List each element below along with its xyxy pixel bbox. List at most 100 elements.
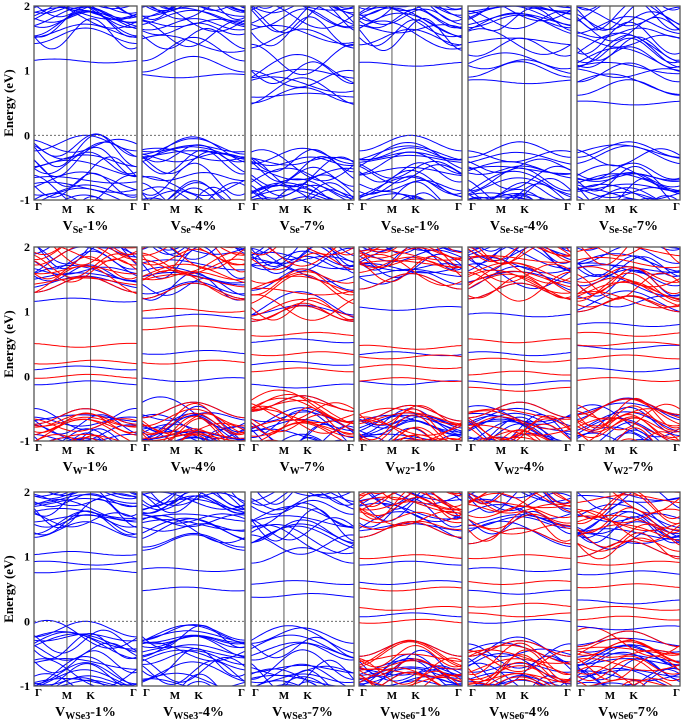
band-line <box>577 68 680 78</box>
band-line <box>171 492 187 494</box>
band-line <box>142 634 245 643</box>
band-line <box>577 431 680 441</box>
band-line <box>359 6 462 38</box>
band-line <box>291 492 335 497</box>
band-line <box>142 182 227 200</box>
band-line <box>156 247 245 251</box>
band-line <box>577 62 680 83</box>
band-line <box>359 434 441 441</box>
band-line <box>251 255 354 264</box>
band-panel: Γ M K Γ VSe-7% <box>250 5 355 236</box>
k-tick-label: M <box>605 204 616 216</box>
band-line <box>359 680 448 686</box>
band-line <box>468 247 571 257</box>
band-line <box>577 162 680 180</box>
band-line <box>577 322 680 327</box>
band-line <box>142 272 245 286</box>
panel-label: VW2-4% <box>494 460 545 477</box>
band-line <box>162 415 227 441</box>
band-line <box>359 6 462 10</box>
band-line <box>468 386 571 392</box>
band-line <box>577 514 680 531</box>
band-line <box>506 433 537 441</box>
band-line <box>468 61 571 78</box>
band-line <box>468 662 571 686</box>
band-line <box>142 412 245 421</box>
band-panel: Γ M K Γ VW2-1% <box>358 246 463 477</box>
band-line <box>577 341 680 347</box>
band-line <box>142 186 232 200</box>
band-line <box>251 649 354 680</box>
band-line <box>359 435 386 441</box>
k-tick-label: K <box>411 690 420 702</box>
band-line <box>359 501 462 511</box>
band-line <box>484 672 553 686</box>
band-line <box>142 197 165 200</box>
band-line <box>142 248 245 266</box>
band-line <box>496 436 540 441</box>
band-line <box>577 0 680 4</box>
band-line <box>34 134 137 168</box>
band-line <box>577 417 680 433</box>
band-line <box>468 527 571 545</box>
band-line <box>142 274 245 288</box>
band-line <box>359 644 462 668</box>
band-panel: Γ M K Γ VW2-4% <box>467 246 572 477</box>
band-line <box>491 676 548 686</box>
k-tick-label: M <box>605 445 616 457</box>
panel-frame <box>576 246 681 442</box>
band-line <box>142 282 245 300</box>
band-line <box>577 411 680 433</box>
band-line <box>34 277 137 286</box>
band-line <box>34 176 137 184</box>
k-tick-label: K <box>194 445 203 457</box>
band-line <box>251 149 354 182</box>
band-line <box>577 398 680 415</box>
band-panel: Γ M K Γ VWSe6-1% <box>358 491 463 721</box>
band-line <box>468 270 571 288</box>
band-line <box>359 179 462 192</box>
band-line <box>359 61 462 67</box>
band-line <box>577 257 680 269</box>
band-line <box>359 377 462 382</box>
band-line <box>251 525 354 549</box>
band-line <box>251 534 354 555</box>
band-line <box>577 32 680 64</box>
band-line <box>577 354 680 360</box>
band-line <box>502 678 542 686</box>
band-line <box>359 6 462 30</box>
k-tick-label: K <box>520 690 529 702</box>
k-tick-label: K <box>411 445 420 457</box>
band-line <box>491 188 544 200</box>
band-panel: Γ M K Γ VW-4% <box>141 246 246 477</box>
band-line <box>359 12 462 39</box>
band-line <box>359 413 462 426</box>
band-line <box>577 272 680 300</box>
band-line <box>142 9 245 26</box>
y-tick-label: -1 <box>20 679 30 693</box>
band-line <box>359 28 462 46</box>
band-line <box>34 434 79 441</box>
band-line <box>251 524 354 554</box>
band-line <box>359 160 462 179</box>
band-line <box>251 420 354 441</box>
k-tick-label: Γ <box>130 442 137 454</box>
band-line <box>251 361 354 366</box>
band-line <box>577 583 680 589</box>
band-line <box>142 567 245 572</box>
band-line <box>468 247 571 263</box>
band-line <box>498 429 542 441</box>
k-tick-label: M <box>170 445 181 457</box>
band-line <box>48 492 137 496</box>
band-line <box>148 190 205 200</box>
band-line <box>251 517 354 541</box>
band-line <box>468 269 571 294</box>
k-tick-label: K <box>86 445 95 457</box>
k-tick-label: Γ <box>143 201 150 213</box>
band-line <box>142 649 245 671</box>
band-line <box>577 658 680 667</box>
band-line <box>142 152 245 163</box>
k-tick-label: Γ <box>130 687 137 699</box>
band-line <box>34 521 137 538</box>
band-line <box>55 677 107 686</box>
